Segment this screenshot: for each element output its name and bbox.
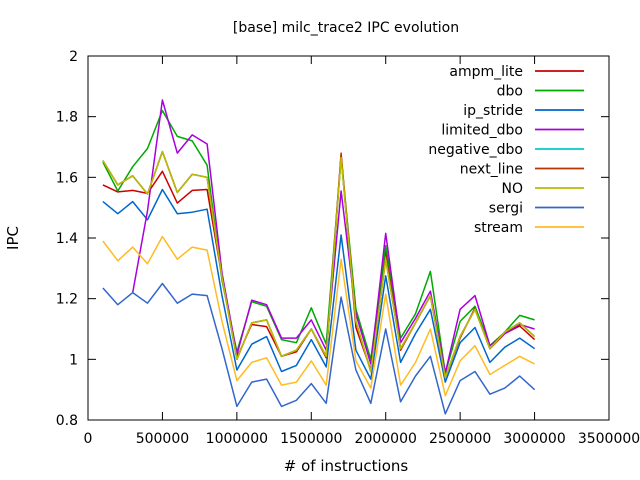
legend-label-dbo: dbo xyxy=(497,84,523,100)
legend-label-next-line: next_line xyxy=(460,162,523,178)
y-axis-label: IPC xyxy=(4,226,22,250)
x-tick-label: 1000000 xyxy=(206,431,268,447)
axes: 0.8 1 1.2 1.4 1.6 1.8 2 0 500000 1000000 1500000 20… xyxy=(56,49,640,447)
y-tick-label: 2 xyxy=(69,49,78,65)
legend-label-ip-stride: ip_stride xyxy=(463,103,523,119)
series-line-ip-stride xyxy=(102,188,536,383)
series-line-dbo xyxy=(102,109,535,374)
legend-label-sergi: sergi xyxy=(489,201,523,217)
series-line-sergi xyxy=(102,282,536,415)
legend-label-limited-dbo: limited_dbo xyxy=(441,123,523,139)
y-tick-label: 0.8 xyxy=(56,413,78,429)
series-line-no xyxy=(102,150,536,379)
y-tick-label: 1.8 xyxy=(56,110,78,126)
x-tick-label: 2000000 xyxy=(355,431,417,447)
y-tick-label: 1.4 xyxy=(56,231,78,247)
x-tick-label: 0 xyxy=(84,431,93,447)
x-tick-label: 500000 xyxy=(136,431,189,447)
x-axis-label: # of instructions xyxy=(284,457,409,475)
series-line-limited-dbo xyxy=(131,99,535,374)
legend-label-stream: stream xyxy=(474,220,523,236)
y-tick-label: 1 xyxy=(69,352,78,368)
series-lines xyxy=(102,99,536,415)
chart-title: [base] milc_trace2 IPC evolution xyxy=(233,20,459,36)
legend-label-negative-dbo: negative_dbo xyxy=(428,142,523,158)
series-line-stream xyxy=(102,235,535,397)
x-tick-label: 3000000 xyxy=(503,431,565,447)
y-tick-label: 1.2 xyxy=(56,292,78,308)
x-tick-label: 1500000 xyxy=(280,431,342,447)
legend-label-ampm-lite: ampm_lite xyxy=(449,64,523,80)
x-tick-label: 2500000 xyxy=(429,431,491,447)
legend-label-no: NO xyxy=(502,181,524,197)
y-tick-label: 1.6 xyxy=(56,170,78,186)
x-tick-label: 3500000 xyxy=(578,431,640,447)
